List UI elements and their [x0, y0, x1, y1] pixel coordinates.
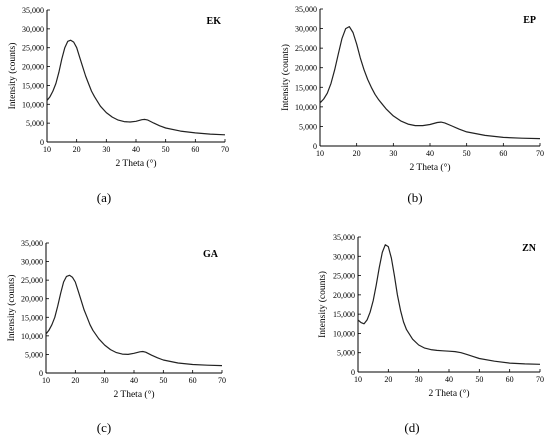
y-tick-label: 25,000 — [21, 276, 43, 285]
x-tick-label: 30 — [102, 145, 110, 154]
y-tick-label: 25,000 — [22, 44, 44, 53]
x-tick-label: 40 — [132, 145, 140, 154]
chart-svg-zn: 0 5,000 10,000 15,000 20,000 25,000 30,000 35,0… — [317, 233, 544, 399]
x-tick-label: 20 — [71, 376, 79, 385]
y-tick-label: 30,000 — [21, 258, 43, 267]
y-tick-label: 20,000 — [22, 63, 44, 72]
sample-tag: EP — [523, 15, 536, 26]
y-tick-label: 0 — [313, 142, 317, 151]
y-tick-label: 20,000 — [21, 295, 43, 304]
x-tick-label: 30 — [415, 375, 423, 384]
x-tick-label: 40 — [445, 375, 453, 384]
y-tick-label: 0 — [40, 138, 44, 147]
y-tick-label: 20,000 — [295, 64, 317, 73]
chart-panel-ep: 0 5,000 10,000 15,000 20,000 25,000 30,000 35,0… — [275, 0, 550, 219]
chart-svg-ga: 0 5,000 10,000 15,000 20,000 25,000 30,000 35,0… — [6, 239, 226, 400]
y-tick-label: 5,000 — [25, 350, 43, 359]
x-tick-label: 10 — [43, 145, 51, 154]
x-tick-label: 40 — [130, 376, 138, 385]
x-tick-label: 70 — [536, 375, 544, 384]
y-tick-label: 20,000 — [333, 291, 355, 300]
y-tick-label: 10,000 — [21, 332, 43, 341]
y-tick-label: 30,000 — [22, 25, 44, 34]
y-tick-label: 35,000 — [21, 239, 43, 248]
y-tick-label: 25,000 — [333, 272, 355, 281]
chart-svg-ep: 0 5,000 10,000 15,000 20,000 25,000 30,000 35,0… — [280, 5, 544, 173]
sample-tag: ZN — [522, 243, 537, 254]
y-axis-label: Intensity (counts) — [317, 271, 328, 338]
x-tick-label: 50 — [159, 376, 167, 385]
y-axis-label: Intensity (counts) — [7, 43, 18, 110]
series-line — [357, 244, 541, 365]
x-tick-label: 60 — [189, 376, 197, 385]
x-axis-label: 2 Theta (°) — [409, 162, 450, 173]
x-axis-label: 2 Theta (°) — [428, 388, 469, 399]
panel-caption: (a) — [96, 190, 112, 205]
y-tick-label: 10,000 — [333, 329, 355, 338]
x-tick-label: 60 — [499, 149, 507, 158]
x-tick-label: 10 — [42, 376, 50, 385]
x-tick-label: 10 — [354, 375, 362, 384]
sample-tag: GA — [203, 249, 219, 260]
y-tick-label: 5,000 — [337, 349, 355, 358]
y-tick-label: 15,000 — [295, 83, 317, 92]
y-tick-label: 35,000 — [295, 5, 317, 14]
x-tick-label: 70 — [221, 145, 229, 154]
y-tick-label: 15,000 — [333, 310, 355, 319]
x-tick-label: 70 — [536, 149, 544, 158]
x-tick-label: 30 — [389, 149, 397, 158]
y-tick-label: 30,000 — [333, 252, 355, 261]
x-tick-label: 20 — [73, 145, 81, 154]
x-tick-label: 60 — [191, 145, 199, 154]
x-tick-label: 40 — [426, 149, 434, 158]
chart-panel-ek: 0 5,000 10,000 15,000 20,000 25,000 30,000 35,0… — [0, 0, 275, 219]
x-tick-label: 20 — [384, 375, 392, 384]
panel-caption: (d) — [404, 420, 420, 435]
panel-caption: (b) — [407, 190, 423, 205]
chart-svg-ek: 0 5,000 10,000 15,000 20,000 25,000 30,000 35,0… — [7, 6, 229, 169]
x-tick-label: 50 — [162, 145, 170, 154]
series-line — [46, 39, 226, 136]
x-tick-label: 30 — [101, 376, 109, 385]
x-axis-label: 2 Theta (°) — [115, 158, 156, 169]
y-tick-label: 35,000 — [22, 6, 44, 15]
y-tick-label: 10,000 — [22, 100, 44, 109]
x-tick-label: 20 — [353, 149, 361, 158]
series-line — [319, 26, 541, 140]
y-tick-label: 5,000 — [26, 119, 44, 128]
panel-caption: (c) — [96, 420, 112, 435]
x-tick-label: 50 — [475, 375, 483, 384]
y-tick-label: 0 — [39, 369, 43, 378]
y-tick-label: 15,000 — [21, 313, 43, 322]
y-tick-label: 25,000 — [295, 44, 317, 53]
x-tick-label: 10 — [316, 149, 324, 158]
chart-panel-ga: 0 5,000 10,000 15,000 20,000 25,000 30,000 35,0… — [0, 219, 275, 439]
x-tick-label: 50 — [463, 149, 471, 158]
y-axis-label: Intensity (counts) — [6, 275, 17, 342]
series-line — [45, 274, 223, 367]
sample-tag: EK — [207, 16, 222, 27]
x-axis-label: 2 Theta (°) — [113, 389, 154, 400]
y-tick-label: 35,000 — [333, 233, 355, 242]
y-tick-label: 30,000 — [295, 25, 317, 34]
y-tick-label: 15,000 — [22, 81, 44, 90]
x-tick-label: 70 — [218, 376, 226, 385]
chart-panel-zn: 0 5,000 10,000 15,000 20,000 25,000 30,000 35,0… — [275, 219, 550, 439]
y-tick-label: 10,000 — [295, 103, 317, 112]
y-tick-label: 0 — [351, 368, 355, 377]
y-tick-label: 5,000 — [299, 122, 317, 131]
y-axis-label: Intensity (counts) — [280, 44, 291, 111]
x-tick-label: 60 — [506, 375, 514, 384]
